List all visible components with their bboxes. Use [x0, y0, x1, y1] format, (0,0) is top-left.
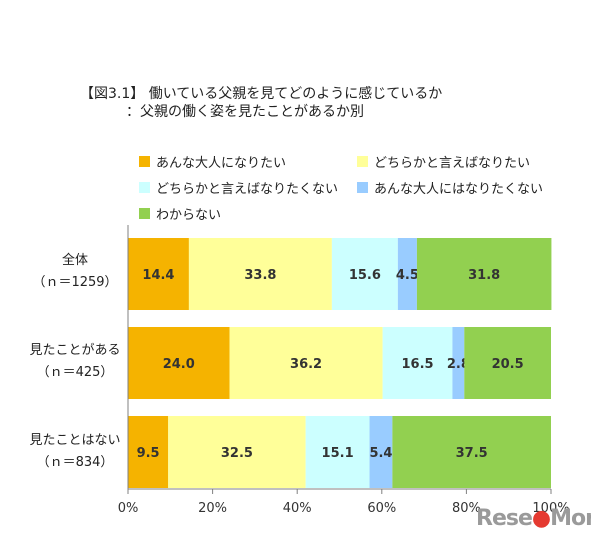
data-label: 37.5	[456, 446, 488, 461]
bar-segment	[128, 416, 169, 488]
data-label: 36.2	[290, 357, 322, 372]
data-label: 14.4	[142, 268, 174, 283]
data-label: 15.6	[349, 268, 381, 283]
x-tick-label: 20%	[198, 501, 227, 516]
category-label-not-seen: 見たことはない （ｎ＝834）	[20, 430, 130, 474]
category-sample-size: （ｎ＝1259）	[32, 275, 118, 290]
bar-segment	[369, 416, 393, 488]
legend-item-series-3: どちらかと言えばなりたくない	[139, 178, 338, 197]
category-sample-size: （ｎ＝834）	[36, 455, 114, 470]
legend-label-series-4: あんな大人にはなりたくない	[374, 182, 544, 197]
legend-swatch-series-2	[357, 156, 368, 167]
data-label: 16.5	[402, 357, 434, 372]
category-label-all: 全体 （ｎ＝1259）	[20, 250, 130, 294]
data-label: 15.1	[322, 446, 354, 461]
category-name: 見たことはない	[29, 433, 121, 448]
legend-item-series-4: あんな大人にはなりたくない	[357, 178, 543, 197]
legend-label-series-3: どちらかと言えばなりたくない	[156, 182, 339, 197]
watermark-dot: ●	[531, 506, 551, 531]
data-label: 24.0	[163, 357, 195, 372]
chart-title: 【図3.1】 働いている父親を見てどのように感じているか	[80, 86, 443, 102]
x-tick-label: 100%	[532, 501, 569, 516]
x-tick-label: 60%	[367, 501, 396, 516]
bar-segment	[452, 327, 465, 399]
x-tick-label: 0%	[118, 501, 139, 516]
legend-swatch-series-5	[139, 208, 150, 219]
watermark-text-2: Mom	[550, 506, 591, 531]
bar-segment	[128, 238, 189, 310]
legend-item-series-5: わからない	[139, 204, 221, 223]
legend-label-series-1: あんな大人になりたい	[156, 156, 287, 171]
bar-segment	[229, 327, 383, 399]
category-label-seen: 見たことがある （ｎ＝425）	[20, 340, 130, 384]
bar-segment	[168, 416, 306, 488]
bar-segment	[416, 238, 552, 310]
x-tick-label: 80%	[452, 501, 481, 516]
x-tick-label: 40%	[283, 501, 312, 516]
bar-segment	[382, 327, 453, 399]
bar-segment	[331, 238, 398, 310]
watermark-logo: Rese●Mom	[476, 506, 591, 531]
category-name: 見たことがある	[29, 343, 121, 358]
legend-item-series-2: どちらかと言えばなりたい	[357, 152, 530, 171]
legend-label-series-2: どちらかと言えばなりたい	[374, 156, 531, 171]
bar-segment	[128, 327, 230, 399]
category-name: 全体	[61, 253, 88, 268]
legend-swatch-series-4	[357, 182, 368, 193]
legend-label-series-5: わからない	[156, 208, 222, 223]
category-sample-size: （ｎ＝425）	[36, 365, 114, 380]
data-label: 2.8	[447, 357, 470, 372]
data-label: 31.8	[468, 268, 500, 283]
legend-item-series-1: あんな大人になりたい	[139, 152, 286, 171]
bar-segment	[305, 416, 370, 488]
data-label: 33.8	[244, 268, 276, 283]
data-label: 32.5	[221, 446, 253, 461]
chart-subtitle: ：父親の働く姿を見たことがあるか別	[126, 104, 364, 120]
data-label: 5.4	[369, 446, 392, 461]
bar-segment	[397, 238, 417, 310]
data-label: 20.5	[492, 357, 524, 372]
bar-segment	[464, 327, 551, 399]
legend-swatch-series-1	[139, 156, 150, 167]
watermark-text-1: Rese	[476, 506, 533, 531]
data-label: 4.5	[396, 268, 419, 283]
data-label: 9.5	[137, 446, 160, 461]
bar-segment	[188, 238, 332, 310]
legend-swatch-series-3	[139, 182, 150, 193]
bar-segment	[392, 416, 551, 488]
